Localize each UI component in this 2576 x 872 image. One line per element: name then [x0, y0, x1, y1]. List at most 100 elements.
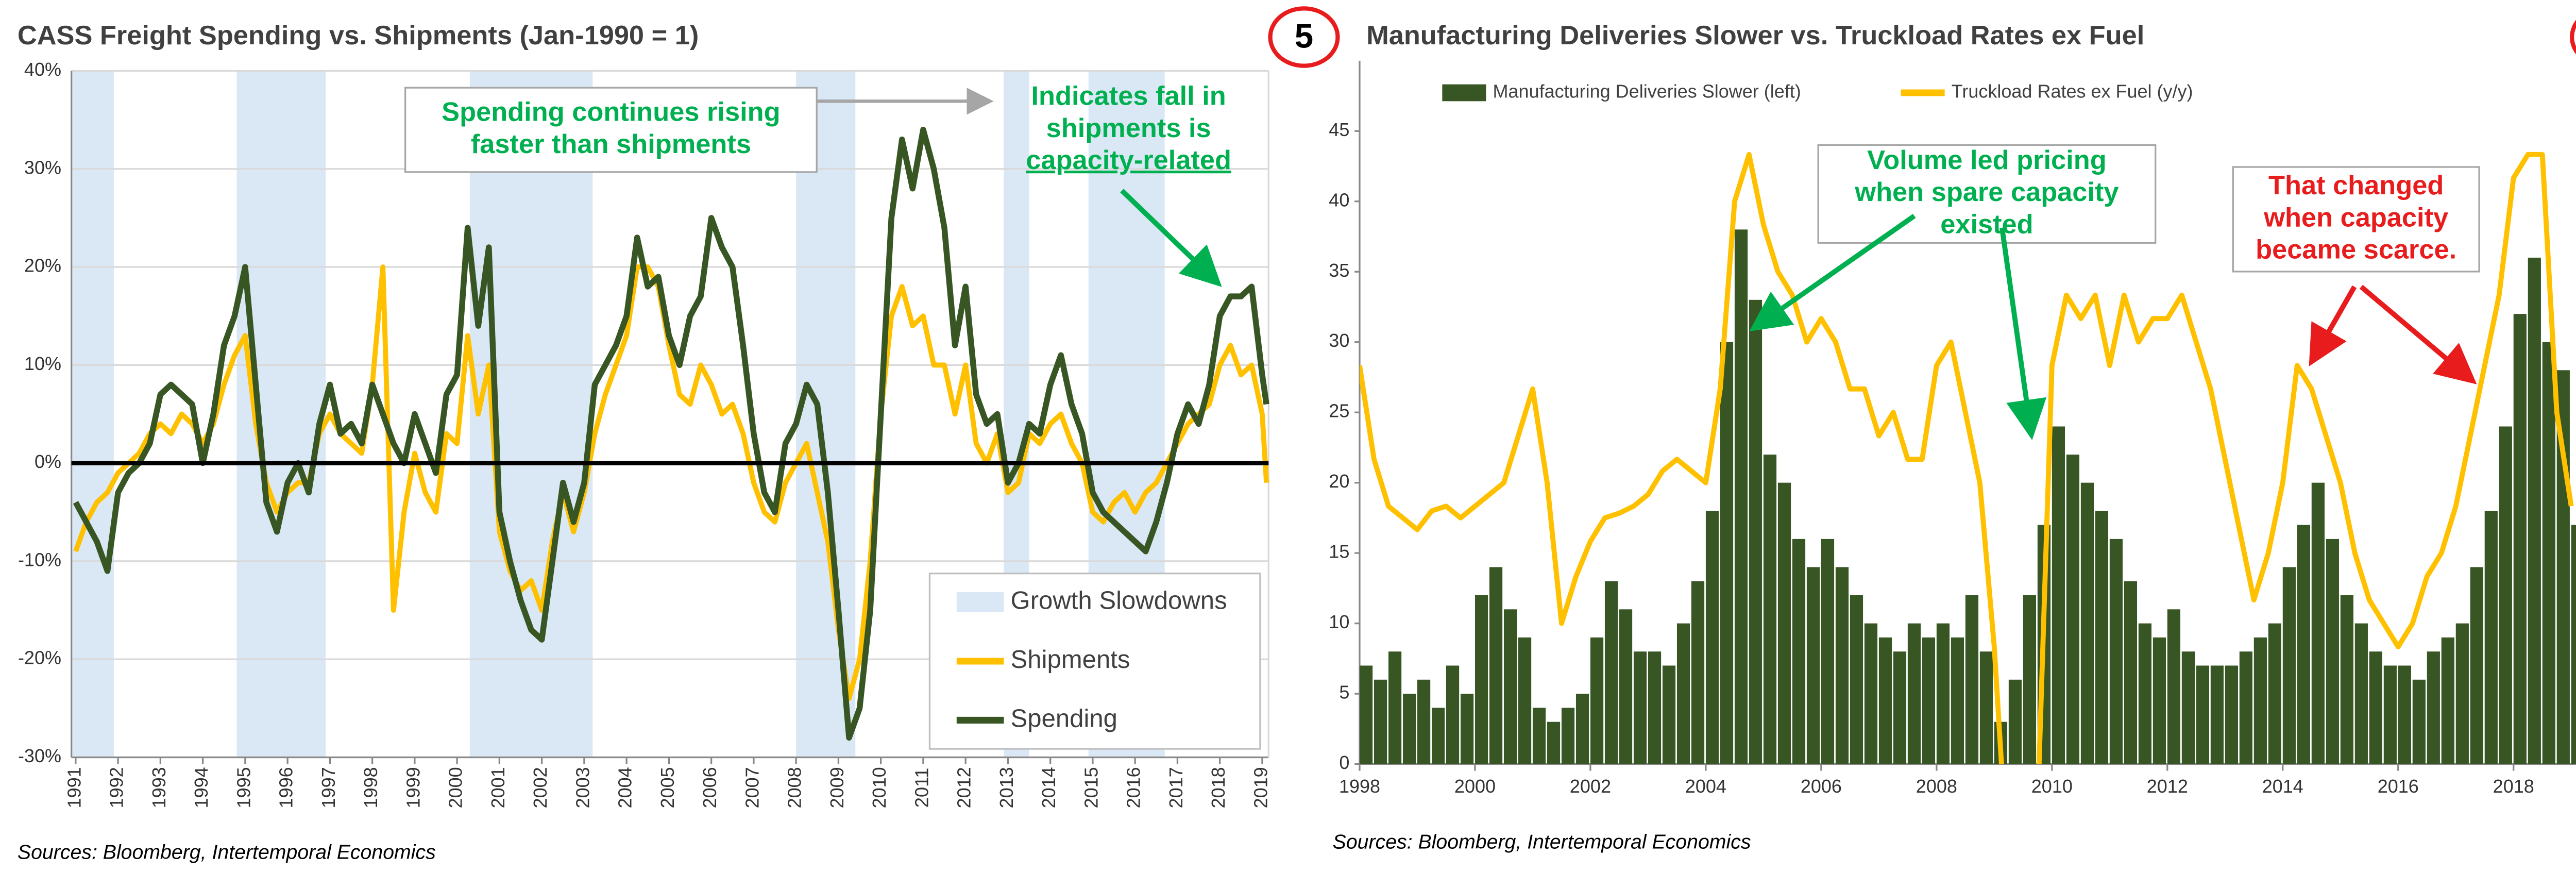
x-tick-label: 2002	[530, 767, 551, 808]
bar	[1475, 595, 1488, 764]
annotation-box	[2232, 166, 2480, 273]
arrow	[2359, 284, 2477, 384]
annotation-box	[404, 87, 818, 173]
annotation: when capacity	[2263, 203, 2448, 232]
bar	[1936, 623, 1950, 764]
bar	[1907, 623, 1921, 764]
bar	[1460, 694, 1474, 764]
series-line	[1360, 152, 2574, 764]
x-tick-label: 2008	[784, 767, 805, 808]
bar	[2369, 651, 2382, 764]
x-tick-label: 2016	[2378, 776, 2419, 797]
bar	[2383, 665, 2397, 764]
arrow	[1749, 213, 1916, 331]
bar	[2282, 567, 2296, 764]
bar	[2455, 623, 2469, 764]
x-tick-label: 1999	[402, 767, 423, 808]
annotation: became scarce.	[2256, 234, 2456, 264]
bar	[1864, 623, 1878, 764]
annotation: Spending continues rising	[442, 97, 780, 127]
x-tick-label: 1995	[233, 767, 254, 808]
bar	[2023, 595, 2037, 764]
x-tick-label: 2018	[2493, 776, 2534, 797]
bar	[1676, 623, 1690, 764]
band	[236, 71, 326, 758]
x-tick-label: 2007	[741, 767, 762, 808]
bar	[1431, 708, 1445, 764]
bar	[2124, 581, 2138, 764]
x-tick-label: 2010	[2031, 776, 2073, 797]
bar	[2441, 637, 2454, 764]
bar	[1951, 637, 1964, 764]
x-tick-label: 2010	[869, 767, 890, 808]
bar	[1662, 665, 1676, 764]
series-line	[73, 264, 1269, 701]
x-tick-label: 2006	[699, 767, 720, 808]
badge-circle	[2570, 20, 2576, 55]
plots: CASS Freight Spending vs. Shipments (Jan…	[18, 6, 2576, 863]
bar	[2210, 665, 2224, 764]
bar	[2052, 426, 2065, 764]
badge: 5	[1295, 18, 1313, 55]
x-tick-label: 2012	[954, 767, 975, 808]
bar	[1604, 581, 1618, 764]
x-tick-label: 2004	[1685, 776, 1726, 797]
legend-label: Manufacturing Deliveries Slower (left)	[1493, 81, 1801, 102]
bar	[2412, 679, 2426, 764]
bar	[2138, 623, 2152, 764]
x-tick-label: 2008	[1916, 776, 1957, 797]
y-tick-label: 40	[1329, 189, 1349, 210]
y-tick-label: -30%	[18, 745, 61, 766]
band	[796, 71, 856, 758]
badge-circle	[1268, 6, 1340, 68]
bar	[2066, 455, 2080, 764]
bar	[2080, 482, 2094, 764]
bar	[2484, 511, 2498, 764]
bar	[1532, 708, 1546, 764]
bar	[1360, 665, 1373, 764]
bar	[1922, 637, 1936, 764]
source: Sources: Bloomberg, Intertemporal Econom…	[1333, 831, 1751, 853]
x-tick-label: 2004	[615, 767, 636, 808]
y-tick-label: 0%	[35, 451, 61, 472]
x-tick-label: 1994	[191, 767, 212, 808]
x-tick-label: 1996	[276, 767, 297, 808]
bar	[2528, 257, 2541, 764]
x-tick-label: 2009	[826, 767, 848, 808]
bar	[1691, 581, 1705, 764]
bar	[1850, 595, 1863, 764]
bar	[2153, 637, 2166, 764]
bar	[1374, 679, 1387, 764]
bar	[2181, 651, 2195, 764]
chart-title: Manufacturing Deliveries Slower vs. Truc…	[1366, 21, 2144, 51]
bar	[1417, 679, 1431, 764]
x-tick-label: 1998	[1339, 776, 1380, 797]
annotation: Indicates fall in	[1031, 81, 1226, 111]
x-tick-label: 2000	[445, 767, 466, 808]
bar	[1720, 342, 1734, 764]
bar	[1835, 567, 1849, 764]
annotation: Volume led pricing	[1867, 145, 2107, 175]
bar	[2311, 482, 2325, 764]
x-tick-label: 1993	[148, 767, 170, 808]
bar	[1749, 299, 1762, 764]
x-tick-label: 1991	[63, 767, 84, 808]
x-tick-label: 2005	[657, 767, 678, 808]
y-tick-label: 35	[1329, 260, 1349, 281]
x-tick-label: 2006	[1801, 776, 1842, 797]
annotation: existed	[1940, 209, 2033, 239]
bar	[2239, 651, 2252, 764]
bar	[1575, 694, 1589, 764]
y-tick-label: 10	[1329, 611, 1349, 632]
bar	[1518, 637, 1532, 764]
bar	[2513, 314, 2527, 764]
bar	[1792, 539, 1806, 764]
series-line	[73, 126, 1269, 741]
bar	[1388, 651, 1402, 764]
annotation: capacity-related	[1026, 145, 1231, 175]
bar	[2008, 679, 2022, 764]
bar	[2225, 665, 2238, 764]
annotation: when spare capacity	[1854, 177, 2119, 207]
bar	[1763, 455, 1777, 764]
